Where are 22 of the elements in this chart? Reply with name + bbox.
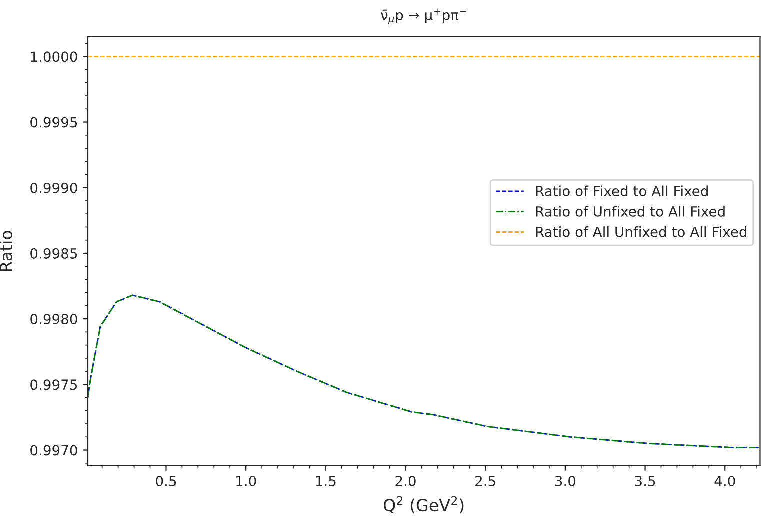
- y-tick-label: 0.9995: [30, 117, 78, 128]
- y-tick-label: 0.9985: [30, 248, 78, 259]
- legend-label: Ratio of Fixed to All Fixed: [536, 186, 708, 197]
- x-tick-label: 3.5: [635, 476, 656, 486]
- y-tick-label: 0.9980: [30, 314, 78, 325]
- legend-label: Ratio of All Unfixed to All Fixed: [536, 226, 746, 238]
- x-axis-title: Q$^{2}$ (GeV$^{2}$): [384, 496, 464, 514]
- legend-label: Ratio of Unfixed to All Fixed: [536, 206, 725, 217]
- x-tick-label: 3.0: [555, 476, 576, 486]
- chart-title: ν̄$_{μ}$p → μ$^{+}$pπ$^{−}$: [381, 8, 466, 25]
- x-tick-label: 4.0: [714, 476, 736, 486]
- y-tick-label: 0.9990: [30, 182, 78, 194]
- y-axis-title: Ratio: [0, 231, 13, 272]
- y-tick-label: 1.0000: [31, 52, 78, 62]
- x-tick-label: 1.5: [316, 476, 336, 486]
- x-tick-label: 0.5: [156, 476, 176, 486]
- x-tick-label: 2.5: [476, 476, 496, 486]
- y-tick-label: 0.9970: [30, 445, 78, 456]
- x-tick-label: 1.0: [236, 476, 256, 486]
- y-tick-label: 0.9975: [30, 380, 78, 390]
- line-series: [88, 294, 760, 448]
- x-tick-label: 2.0: [396, 476, 416, 486]
